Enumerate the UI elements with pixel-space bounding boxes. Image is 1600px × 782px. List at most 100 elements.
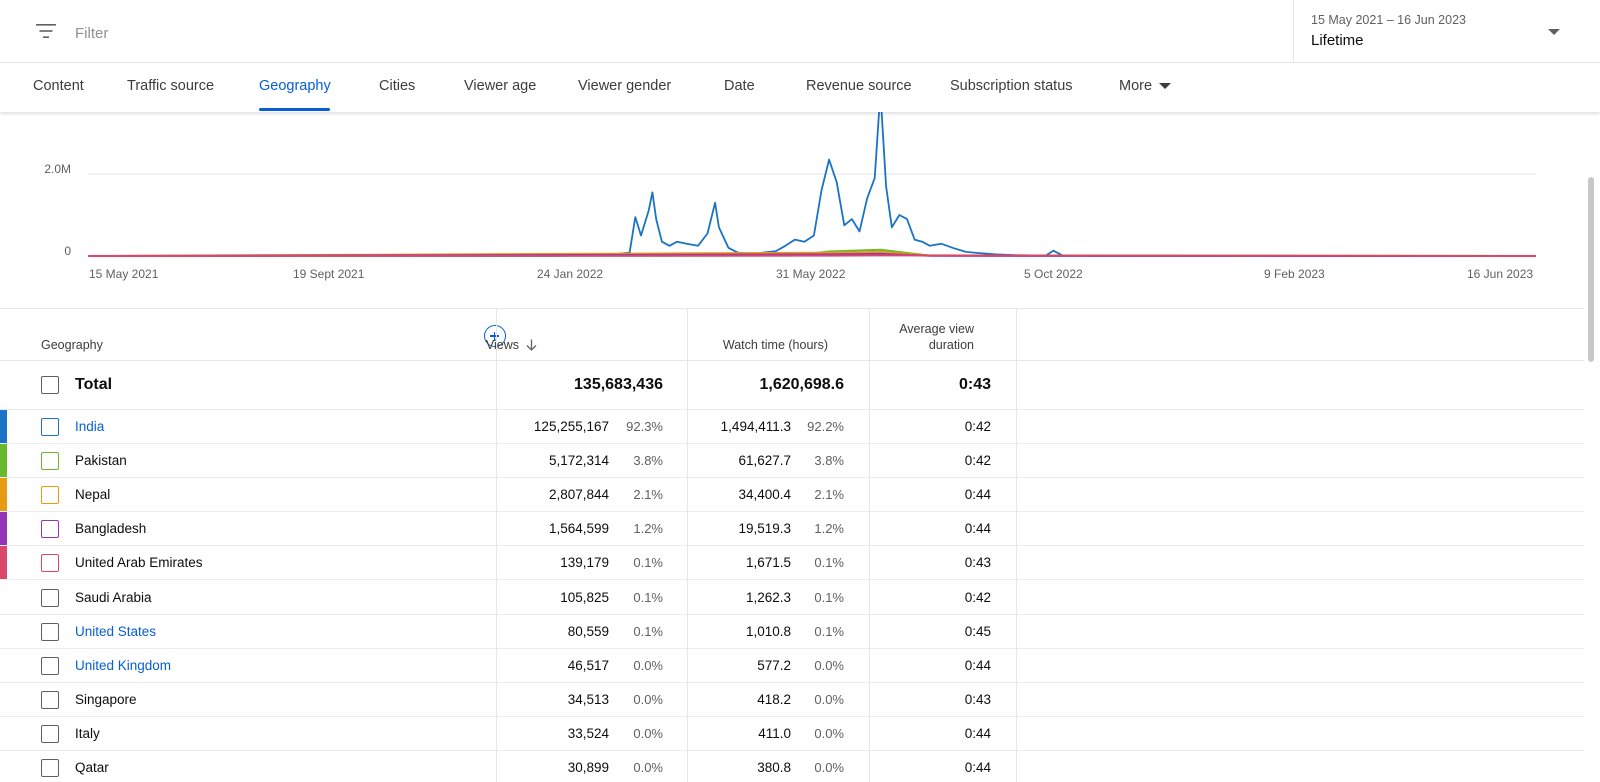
avd-value: 0:45 xyxy=(964,623,991,639)
views-value: 105,825 xyxy=(560,589,609,605)
page-scrollbar[interactable] xyxy=(1588,177,1594,362)
total-avd: 0:43 xyxy=(958,376,991,393)
country-name: Saudi Arabia xyxy=(75,589,152,605)
total-row: Total 135,683,436 1,620,698.6 0:43 xyxy=(0,361,1584,410)
date-range-label: Lifetime xyxy=(1311,32,1364,49)
x-tick-label: 16 Jun 2023 xyxy=(1467,267,1534,281)
row-checkbox[interactable] xyxy=(41,724,59,743)
row-checkbox[interactable] xyxy=(41,418,59,436)
table-row: Italy 33,524 0.0% 411.0 0.0% 0:44 xyxy=(0,717,1584,751)
row-checkbox[interactable] xyxy=(41,486,59,505)
y-tick-label: 2.0M xyxy=(44,162,71,176)
tab-viewer-gender[interactable]: Viewer gender xyxy=(578,78,672,94)
row-checkbox[interactable] xyxy=(41,554,59,573)
views-value: 125,255,167 xyxy=(533,419,609,434)
tab-content[interactable]: Content xyxy=(33,78,84,94)
country-name: United Arab Emirates xyxy=(75,555,203,571)
country-name[interactable]: United States xyxy=(75,623,157,639)
avd-value: 0:44 xyxy=(964,521,991,537)
views-percent: 2.1% xyxy=(633,487,663,503)
row-checkbox[interactable] xyxy=(41,690,59,709)
avd-value: 0:44 xyxy=(964,760,991,775)
watch-time-value: 418.2 xyxy=(757,691,791,707)
watch-time-value: 34,400.4 xyxy=(738,487,791,503)
table-row: Pakistan 5,172,314 3.8% 61,627.7 3.8% 0:42 xyxy=(0,444,1584,479)
watch-time-percent: 0.0% xyxy=(814,760,844,775)
watch-time-value: 577.2 xyxy=(757,657,791,673)
watch-time-percent: 0.1% xyxy=(814,555,844,571)
series-color-swatch xyxy=(0,512,7,546)
column-divider xyxy=(687,309,688,782)
table-row: Saudi Arabia 105,825 0.1% 1,262.3 0.1% 0:42 xyxy=(0,581,1584,615)
row-checkbox[interactable] xyxy=(41,520,59,539)
views-percent: 1.2% xyxy=(633,521,663,537)
watch-time-percent: 0.0% xyxy=(814,725,844,741)
country-name: Qatar xyxy=(75,760,109,775)
column-divider xyxy=(1016,309,1017,782)
row-checkbox[interactable] xyxy=(41,588,59,607)
views-percent: 0.1% xyxy=(633,623,663,639)
avd-value: 0:44 xyxy=(964,657,991,673)
table-header: Geography Views Watch time (hours) Avera… xyxy=(0,309,1584,361)
views-percent: 0.0% xyxy=(633,691,663,707)
views-percent: 0.0% xyxy=(633,760,663,775)
tab-revenue-source[interactable]: Revenue source xyxy=(806,78,912,94)
filter-input[interactable] xyxy=(75,22,675,44)
country-name[interactable]: United Kingdom xyxy=(75,657,172,673)
total-views: 135,683,436 xyxy=(574,376,663,393)
table-row: United States 80,559 0.1% 1,010.8 0.1% 0:45 xyxy=(0,615,1584,649)
watch-time-value: 411.0 xyxy=(758,725,791,741)
watch-time-value: 1,494,411.3 xyxy=(720,419,791,434)
date-range-dates: 15 May 2021 – 16 Jun 2023 xyxy=(1311,13,1466,27)
watch-time-percent: 1.2% xyxy=(814,521,844,537)
total-label: Total xyxy=(75,376,113,393)
table-row: United Kingdom 46,517 0.0% 577.2 0.0% 0:44 xyxy=(0,649,1584,683)
avd-value: 0:42 xyxy=(964,419,991,434)
series-line-united-arab-emirates[interactable] xyxy=(87,254,1537,257)
views-percent: 3.8% xyxy=(633,453,663,469)
tab-viewer-age[interactable]: Viewer age xyxy=(464,78,537,94)
views-value: 30,899 xyxy=(567,760,609,775)
total-checkbox[interactable] xyxy=(41,376,59,394)
filter-bar: 15 May 2021 – 16 Jun 2023 Lifetime xyxy=(0,0,1600,63)
tab-geography[interactable]: Geography xyxy=(259,78,331,94)
country-name: Bangladesh xyxy=(75,521,147,537)
row-checkbox[interactable] xyxy=(41,622,59,641)
country-name[interactable]: India xyxy=(75,419,105,434)
table-row: Nepal 2,807,844 2.1% 34,400.4 2.1% 0:44 xyxy=(0,478,1584,513)
x-tick-label: 15 May 2021 xyxy=(89,267,159,281)
views-value: 46,517 xyxy=(567,657,609,673)
caret-down-icon xyxy=(1548,29,1560,35)
watch-time-percent: 0.0% xyxy=(814,657,844,673)
tab-date[interactable]: Date xyxy=(724,78,755,94)
sort-arrow-down-icon xyxy=(526,339,537,351)
views-percent: 92.3% xyxy=(626,419,663,434)
views-percent: 0.1% xyxy=(633,589,663,605)
watch-time-percent: 0.1% xyxy=(814,589,844,605)
tab-more[interactable]: More xyxy=(1119,78,1153,94)
date-range-selector[interactable]: 15 May 2021 – 16 Jun 2023 Lifetime xyxy=(1293,0,1600,62)
add-column-icon[interactable] xyxy=(484,325,506,347)
x-tick-label: 5 Oct 2022 xyxy=(1024,267,1083,281)
tab-traffic-source[interactable]: Traffic source xyxy=(127,78,215,94)
table-row: Singapore 34,513 0.0% 418.2 0.0% 0:43 xyxy=(0,683,1584,717)
row-checkbox[interactable] xyxy=(41,452,59,471)
row-checkbox[interactable] xyxy=(41,759,59,777)
views-percent: 0.1% xyxy=(633,555,663,571)
header-views[interactable]: Views xyxy=(486,338,537,352)
series-color-swatch xyxy=(0,444,7,478)
header-average-view-duration[interactable]: Average view duration xyxy=(854,321,974,353)
series-color-swatch xyxy=(0,410,7,443)
series-line-india[interactable] xyxy=(88,112,1536,257)
views-value: 5,172,314 xyxy=(548,453,609,469)
tab-subscription-status[interactable]: Subscription status xyxy=(950,78,1073,94)
table-row: United Arab Emirates 139,179 0.1% 1,671.5 0.… xyxy=(0,546,1584,581)
header-views-label: Views xyxy=(485,338,519,352)
row-checkbox[interactable] xyxy=(41,656,59,675)
tab-cities[interactable]: Cities xyxy=(379,78,416,94)
watch-time-value: 19,519.3 xyxy=(738,521,791,537)
filter-icon[interactable] xyxy=(36,22,56,40)
views-value: 2,807,844 xyxy=(548,487,609,503)
active-tab-indicator xyxy=(259,108,330,111)
header-watch-time[interactable]: Watch time (hours) xyxy=(722,338,828,352)
